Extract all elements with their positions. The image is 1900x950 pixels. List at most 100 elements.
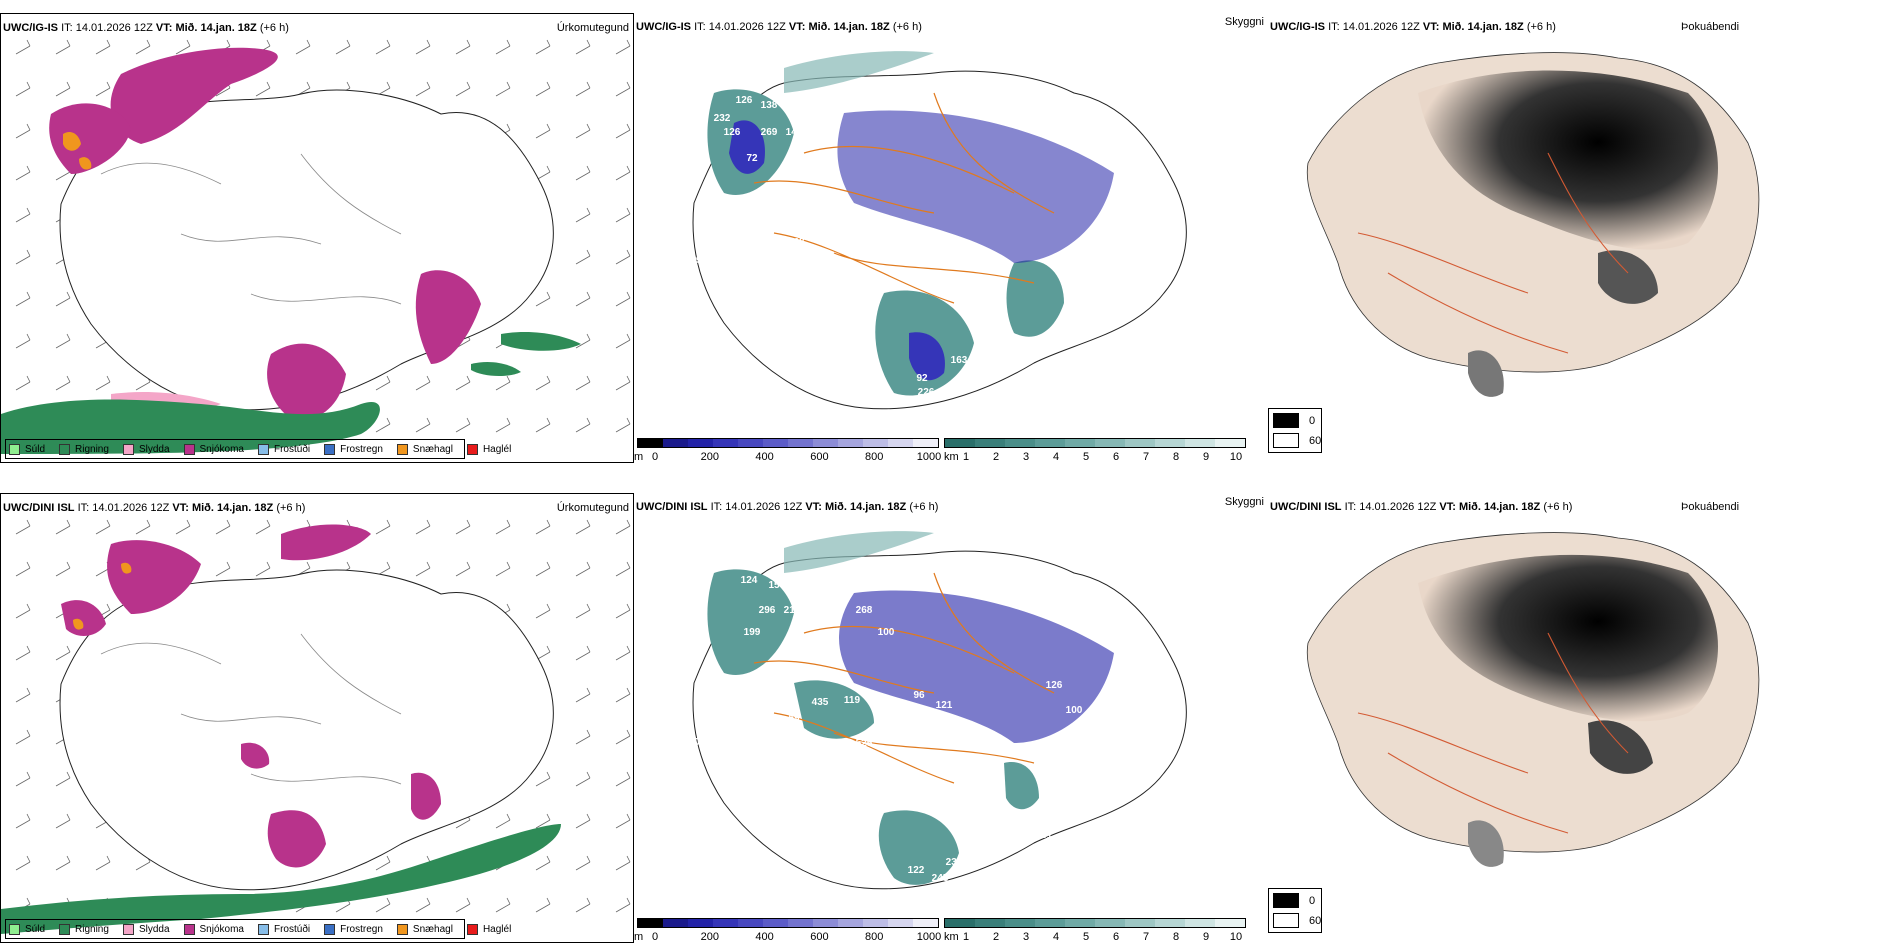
legend-swatch <box>396 924 408 935</box>
colorbar-cell <box>1005 439 1035 447</box>
colorbar-tick: 9 <box>1202 931 1210 943</box>
wind-barb <box>95 39 111 55</box>
precip-type-title: Úrkomutegund <box>556 502 629 514</box>
legend-item-1: Rigning <box>59 444 109 455</box>
colorbar-cell <box>763 439 788 447</box>
cloud-base-value: 122 <box>908 865 925 876</box>
wind-barb <box>455 375 471 391</box>
wind-barb <box>615 333 631 349</box>
cloud-base-value: 59 <box>788 713 800 724</box>
colorbar-tick: 1000 <box>916 451 942 463</box>
cloud-base-value: 237 <box>946 857 963 868</box>
colorbar-tick: 1 <box>962 931 970 943</box>
cloud-base-value: 331 <box>1036 830 1053 841</box>
visibility-map: 124 15 296 218 199 268 100 28 435 119 59 96 121 126 10… <box>688 531 1187 890</box>
wind-barb <box>15 645 31 661</box>
colorbar-cell <box>738 439 763 447</box>
wind-barb <box>55 855 71 871</box>
wind-barb <box>55 813 71 829</box>
wind-barb <box>495 561 511 577</box>
wind-barb <box>215 519 231 535</box>
wind-barb <box>15 771 31 787</box>
colorbar-cell <box>1035 439 1065 447</box>
legend-swatch <box>183 924 195 935</box>
colorbar-tick: 1 <box>962 451 970 463</box>
colorbar-tick: 400 <box>755 451 774 463</box>
wind-barb <box>55 645 71 661</box>
cloud-base-value: 68 <box>793 237 805 248</box>
wind-barb <box>615 39 631 55</box>
wind-barb <box>55 771 71 787</box>
wind-barb <box>55 291 71 307</box>
wind-barb <box>615 81 631 97</box>
wind-barb <box>15 333 31 349</box>
wind-barb <box>415 81 431 97</box>
colorbar-tick: 2 <box>992 451 1000 463</box>
wind-barb <box>535 561 551 577</box>
wind-barb <box>375 855 391 871</box>
wind-barb <box>575 249 591 265</box>
legend-item-5: Frostregn <box>324 444 383 455</box>
colorbar-cell <box>663 919 688 927</box>
wind-barb <box>415 561 431 577</box>
wind-barb <box>415 39 431 55</box>
legend-item-2: Slydda <box>122 444 170 455</box>
cloud-base-value: 269 <box>761 127 778 138</box>
wind-barb <box>95 519 111 535</box>
panel-title: UWC/IG-IS IT: 14.01.2026 12Z VT: Mið. 14… <box>636 21 922 33</box>
wind-barb <box>55 561 71 577</box>
visibility-panel-top: UWC/IG-IS IT: 14.01.2026 12Z VT: Mið. 14… <box>634 13 1268 463</box>
cloud-base-value: 229 <box>1069 310 1086 321</box>
wind-barb <box>575 729 591 745</box>
colorbar-cell <box>663 439 688 447</box>
legend-swatch <box>324 444 336 455</box>
wind-barb <box>615 645 631 661</box>
wind-barb <box>415 417 431 433</box>
wind-barb <box>535 39 551 55</box>
wind-barb <box>135 519 151 535</box>
wind-barb <box>615 561 631 577</box>
legend-swatch <box>59 924 71 935</box>
cloud-base-value: 525 <box>856 738 873 749</box>
colorbar-cell <box>888 439 913 447</box>
colorbar-tick: 200 <box>700 931 719 943</box>
wind-barb <box>15 603 31 619</box>
wind-barb <box>535 519 551 535</box>
fog-panel-bottom: UWC/DINI ISL IT: 14.01.2026 12Z VT: Mið.… <box>1268 493 1900 943</box>
colorbar-cell <box>738 919 763 927</box>
legend-label: Snjókoma <box>199 924 244 935</box>
legend-item-0: Súld <box>9 444 45 455</box>
legend-label: Snæhagl <box>412 924 453 935</box>
colorbar-tick: 1000 <box>916 931 942 943</box>
wind-barb <box>375 897 391 913</box>
wind-barb <box>615 375 631 391</box>
wind-barb <box>375 417 391 433</box>
cloud-base-value: 70 <box>688 737 700 748</box>
cloud-base-value: 163 <box>951 355 968 366</box>
colorbar-cell <box>1215 919 1245 927</box>
colorbar-tick: 800 <box>865 931 884 943</box>
wind-barb <box>95 855 111 871</box>
wind-barb <box>15 561 31 577</box>
panel-title: UWC/IG-IS IT: 14.01.2026 12Z VT: Mið. 14… <box>3 22 289 34</box>
fog-title: Þokuábendi <box>1681 501 1740 513</box>
colorbar-cell <box>1065 439 1095 447</box>
legend-swatch <box>257 444 269 455</box>
legend-label: Rigning <box>75 444 109 455</box>
legend-label: Rigning <box>75 924 109 935</box>
legend-swatch <box>466 444 478 455</box>
wind-barb <box>15 81 31 97</box>
visibility-unit: km <box>944 451 959 463</box>
colorbar-tick: 6 <box>1112 931 1120 943</box>
cloud-base-value: 218 <box>784 605 801 616</box>
cloud-base-value: 69 <box>690 255 702 266</box>
legend-item-7: Haglél <box>466 444 511 455</box>
wind-barb <box>495 81 511 97</box>
wind-barb <box>535 123 551 139</box>
wind-barb <box>575 207 591 223</box>
precip-type-title: Úrkomutegund <box>556 22 629 34</box>
colorbar-cell <box>1125 439 1155 447</box>
wind-barb <box>615 291 631 307</box>
cloud-base-value: 141 <box>786 127 803 138</box>
wind-barb <box>615 813 631 829</box>
